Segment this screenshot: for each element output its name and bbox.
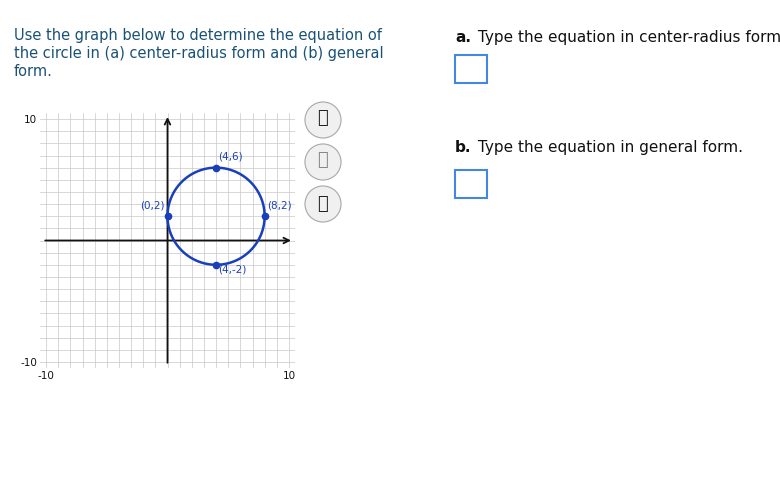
Text: ⧉: ⧉ (317, 195, 328, 213)
Text: Type the equation in center-radius form.: Type the equation in center-radius form. (473, 30, 780, 45)
Text: a.: a. (455, 30, 471, 45)
Text: the circle in (a) center-radius form and (b) general: the circle in (a) center-radius form and… (14, 46, 384, 61)
Text: 🔍: 🔍 (317, 151, 328, 169)
Circle shape (305, 186, 341, 222)
Bar (455, 170, 487, 198)
Circle shape (305, 144, 341, 180)
Text: Type the equation in general form.: Type the equation in general form. (473, 140, 743, 155)
Text: (0,2): (0,2) (140, 200, 165, 210)
Text: Use the graph below to determine the equation of: Use the graph below to determine the equ… (14, 28, 382, 43)
Text: 🔍: 🔍 (317, 109, 328, 127)
Text: (4,6): (4,6) (218, 152, 243, 162)
Text: (4,-2): (4,-2) (218, 264, 247, 275)
Text: form.: form. (14, 64, 53, 79)
Circle shape (305, 102, 341, 138)
Bar (455, 55, 487, 83)
Text: b.: b. (455, 140, 471, 155)
Text: (8,2): (8,2) (267, 200, 292, 210)
